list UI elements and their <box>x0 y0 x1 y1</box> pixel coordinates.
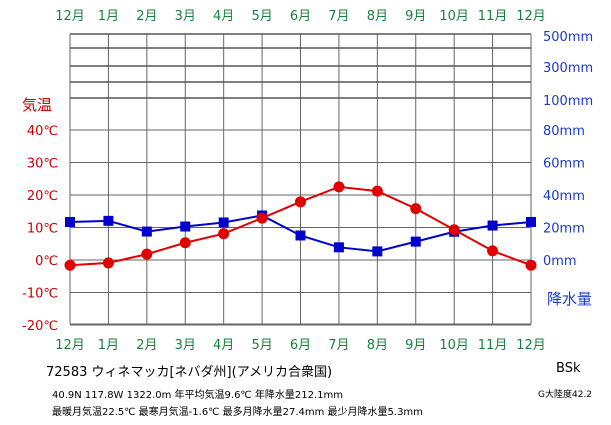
temp-point <box>333 181 345 193</box>
bottom-month-label: 10月 <box>439 338 469 353</box>
temp-point <box>218 228 230 240</box>
station-details: 40.9N 117.8W 1322.0m 年平均気温9.6℃ 年降水量212.1… <box>52 390 343 401</box>
precip-point <box>410 236 421 247</box>
precip-point <box>65 216 75 227</box>
temp-point <box>141 248 153 260</box>
precip-tick-label: 0mm <box>543 254 577 269</box>
temp-point <box>256 212 268 224</box>
precip-point <box>295 230 306 241</box>
temp-point <box>295 196 306 208</box>
top-month-label: 5月 <box>251 9 272 24</box>
top-month-label: 3月 <box>175 9 196 24</box>
top-month-label: 12月 <box>516 9 546 24</box>
precip-point <box>103 215 114 226</box>
temp-tick-label: 30℃ <box>27 157 58 172</box>
top-month-labels: 12月 1月 2月 3月 4月 5月 6月 7月 8月 9月 10月 11月 12月 <box>55 9 546 24</box>
temp-tick-label: 40℃ <box>27 124 58 139</box>
precip-tick-label: 500mm <box>543 30 593 45</box>
temp-tick-label: -10℃ <box>22 287 58 302</box>
bottom-month-label: 12月 <box>55 338 85 353</box>
bottom-month-label: 7月 <box>328 338 349 353</box>
bottom-month-labels: 12月 1月 2月 3月 4月 5月 6月 7月 8月 9月 10月 11月 12月 <box>55 338 546 353</box>
precip-tick-labels: 80mm 60mm 40mm 20mm 0mm 500mm 300mm 100mm <box>543 30 593 269</box>
top-month-label: 11月 <box>478 9 508 24</box>
temp-tick-label: 0℃ <box>35 254 58 269</box>
temp-point <box>448 224 460 236</box>
bottom-month-label: 6月 <box>290 338 311 353</box>
precip-tick-label: 20mm <box>543 222 585 237</box>
top-month-label: 1月 <box>98 9 119 24</box>
precip-tick-label: 80mm <box>543 124 585 139</box>
precip-point <box>180 221 191 232</box>
temp-point <box>525 259 537 271</box>
bottom-month-label: 2月 <box>136 338 157 353</box>
top-month-label: 7月 <box>328 9 349 24</box>
series-layer <box>64 181 537 271</box>
top-month-label: 8月 <box>367 9 388 24</box>
station-title: 72583 ウィネマッカ[ネバダ州](アメリカ合衆国) <box>46 365 333 380</box>
temp-axis-label: 気温 <box>22 96 52 114</box>
bottom-month-label: 4月 <box>213 338 234 353</box>
precip-tick-label: 300mm <box>543 61 593 76</box>
precip-tick-label: 100mm <box>543 94 593 109</box>
precip-axis-label: 降水量 <box>547 290 592 308</box>
top-month-label: 9月 <box>405 9 426 24</box>
temp-tick-label: 20℃ <box>27 189 58 204</box>
temp-point <box>102 257 114 269</box>
bottom-month-label: 11月 <box>478 338 508 353</box>
bottom-month-label: 5月 <box>251 338 272 353</box>
temp-point <box>64 259 76 271</box>
top-month-label: 12月 <box>55 9 85 24</box>
bottom-month-label: 12月 <box>516 338 546 353</box>
top-month-label: 6月 <box>290 9 311 24</box>
precip-point <box>218 217 229 228</box>
upper-precip-lines <box>70 33 531 99</box>
top-month-label: 2月 <box>136 9 157 24</box>
temp-point <box>410 203 422 215</box>
bottom-month-label: 3月 <box>175 338 196 353</box>
temp-point <box>179 237 191 249</box>
temp-point <box>371 185 383 197</box>
temp-tick-label: 10℃ <box>27 222 58 237</box>
top-month-label: 4月 <box>213 9 234 24</box>
climate-class: BSk <box>556 361 581 376</box>
continentality: G大陸度42.2 <box>538 390 593 400</box>
bottom-month-label: 1月 <box>98 338 119 353</box>
bottom-month-label: 9月 <box>405 338 426 353</box>
precip-tick-label: 60mm <box>543 157 585 172</box>
precip-point <box>526 216 536 227</box>
precip-tick-label: 40mm <box>543 189 585 204</box>
temp-tick-label: -20℃ <box>22 319 58 334</box>
temp-point <box>487 245 499 257</box>
precip-point <box>372 246 383 257</box>
station-extremes: 最暖月気温22.5℃ 最寒月気温-1.6℃ 最多月降水量27.4mm 最少月降水… <box>52 407 423 418</box>
temp-tick-labels: 40℃ 30℃ 20℃ 10℃ 0℃ -10℃ -20℃ <box>22 124 58 334</box>
precip-point <box>487 220 498 231</box>
grid-lines <box>69 34 532 326</box>
precip-point <box>333 242 344 253</box>
precip-point <box>141 226 152 237</box>
top-month-label: 10月 <box>439 9 469 24</box>
bottom-month-label: 8月 <box>367 338 388 353</box>
